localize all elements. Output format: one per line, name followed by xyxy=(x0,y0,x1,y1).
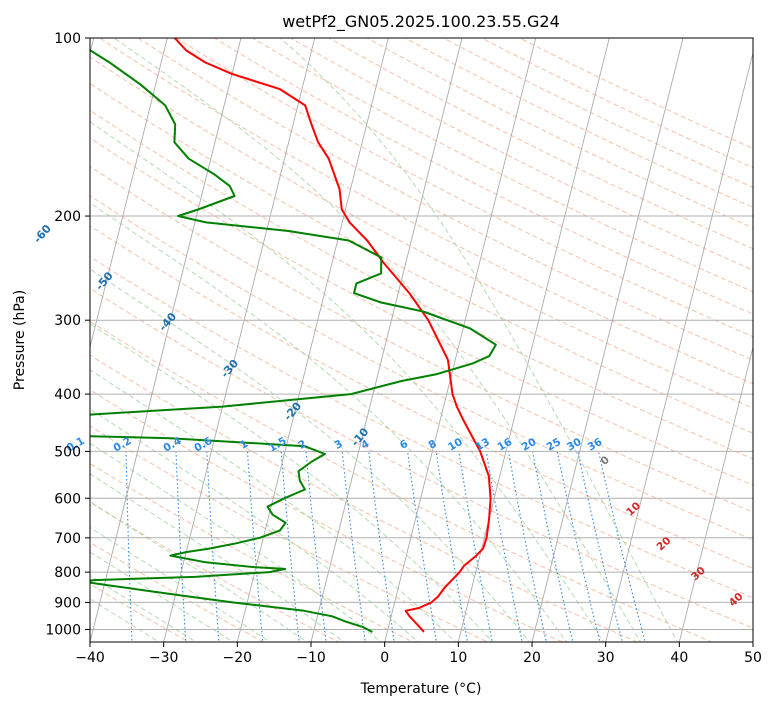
dry-adiabat xyxy=(268,25,775,645)
y-tick-label: 500 xyxy=(54,444,81,460)
isotherm-line xyxy=(89,25,244,645)
mixing-ratio-label: 3 xyxy=(333,438,345,452)
moist-adiabat xyxy=(0,25,495,645)
dry-adiabat xyxy=(0,25,493,645)
moist-adiabat xyxy=(265,25,679,645)
isotherm-line xyxy=(752,25,775,645)
temperature-profile xyxy=(175,38,491,632)
x-axis-ticks: −40 −30 −20 −10 0 10 20 30 40 50 xyxy=(75,642,762,666)
isotherm-line xyxy=(237,25,392,645)
dry-adiabat xyxy=(0,25,268,645)
y-tick-label: 800 xyxy=(54,565,81,581)
mixing-ratio-label: 8 xyxy=(427,438,439,452)
y-axis-label: Pressure (hPa) xyxy=(12,290,28,390)
moist-adiabat xyxy=(0,25,421,645)
dry-adiabat xyxy=(456,25,775,645)
chart-title: wetPf2_GN05.2025.100.23.55.G24 xyxy=(282,12,560,32)
dry-adiabat xyxy=(156,25,775,645)
isotherm-line xyxy=(310,25,465,645)
moist-adiabat xyxy=(0,25,458,645)
dry-adiabat xyxy=(0,25,643,645)
y-tick-label: 600 xyxy=(54,491,81,507)
dry-adiabat xyxy=(5,25,775,645)
background-lines xyxy=(0,25,775,645)
y-tick-label: 700 xyxy=(54,531,81,547)
dry-adiabat xyxy=(0,25,717,645)
isotherm-label: -30 xyxy=(218,357,241,381)
dry-adiabat xyxy=(494,25,775,645)
isotherm-line xyxy=(384,25,539,645)
y-tick-label: 300 xyxy=(54,313,81,329)
dry-adiabat xyxy=(0,25,418,645)
y-tick-label: 200 xyxy=(54,209,81,225)
dry-adiabat xyxy=(193,25,775,645)
mixing-ratio-line xyxy=(126,451,132,644)
y-tick-label: 400 xyxy=(54,387,81,403)
x-tick-label: −10 xyxy=(296,650,326,666)
moist-adiabat-label: 0 xyxy=(598,454,611,468)
moist-adiabat xyxy=(0,25,605,645)
x-tick-label: 10 xyxy=(449,650,467,666)
mixing-ratio-label: 6 xyxy=(398,438,410,452)
mixing-ratio-line xyxy=(176,451,186,644)
mixing-ratio-line xyxy=(342,451,365,644)
mixing-ratio-line xyxy=(459,451,493,644)
x-tick-label: −20 xyxy=(223,650,253,666)
dry-adiabat xyxy=(419,25,775,645)
isotherm-line xyxy=(679,25,775,645)
x-tick-label: 50 xyxy=(744,650,762,666)
moist-adiabat xyxy=(0,25,200,645)
dry-adiabat xyxy=(306,25,775,645)
isotherm-line xyxy=(16,25,171,645)
y-tick-label: 100 xyxy=(54,31,81,47)
mixing-ratio-line xyxy=(369,451,395,644)
dry-adiabat xyxy=(231,25,775,645)
mixing-ratio-line xyxy=(599,451,646,644)
mixing-ratio-line xyxy=(281,451,299,644)
y-tick-label: 1000 xyxy=(45,622,81,638)
moist-adiabat-label: 30 xyxy=(689,565,708,584)
dry-adiabat xyxy=(43,25,775,645)
isotherm-label: -40 xyxy=(156,310,179,334)
moist-adiabat xyxy=(0,25,274,645)
y-tick-label: 900 xyxy=(54,595,81,611)
moist-adiabat xyxy=(0,25,237,645)
isotherm-line xyxy=(605,25,760,645)
y-axis-ticks: 100 200 300 400 500 600 700 800 900 1000 xyxy=(45,31,90,638)
x-tick-label: 20 xyxy=(523,650,541,666)
x-tick-label: 40 xyxy=(670,650,688,666)
moist-adiabat xyxy=(0,25,531,645)
mixing-ratio-line xyxy=(79,451,82,644)
mixing-ratio-label: 2 xyxy=(296,438,308,452)
x-axis-label: Temperature (°C) xyxy=(360,681,482,697)
mixing-ratio-line xyxy=(436,451,468,644)
mixing-ratio-line xyxy=(486,451,522,644)
mixing-ratio-line xyxy=(408,451,437,644)
x-tick-label: −30 xyxy=(149,650,179,666)
x-tick-label: 0 xyxy=(380,650,389,666)
isotherm-label: -50 xyxy=(93,269,116,293)
x-tick-label: 30 xyxy=(597,650,615,666)
isotherm-label: -60 xyxy=(31,222,54,246)
moist-adiabat xyxy=(0,25,310,645)
x-tick-label: −40 xyxy=(75,650,105,666)
